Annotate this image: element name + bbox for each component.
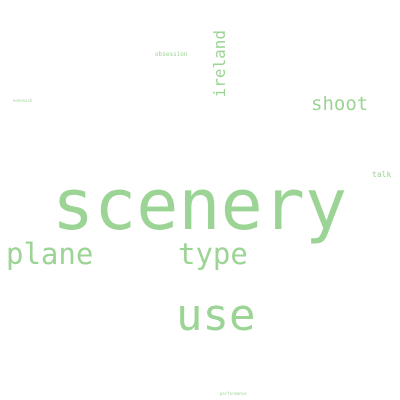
word-use: use (176, 290, 256, 341)
word-talk: talk (372, 170, 392, 179)
word-scenery: scenery (52, 164, 348, 246)
word-shoot: shoot (311, 93, 369, 115)
word-plane: plane (6, 237, 94, 271)
word-perform: performance (220, 391, 247, 396)
word-nonesuch: nonesuch (13, 98, 33, 103)
word-type: type (178, 237, 248, 271)
word-obsession: obsession (155, 51, 188, 58)
word-ireland: ireland (210, 30, 229, 98)
